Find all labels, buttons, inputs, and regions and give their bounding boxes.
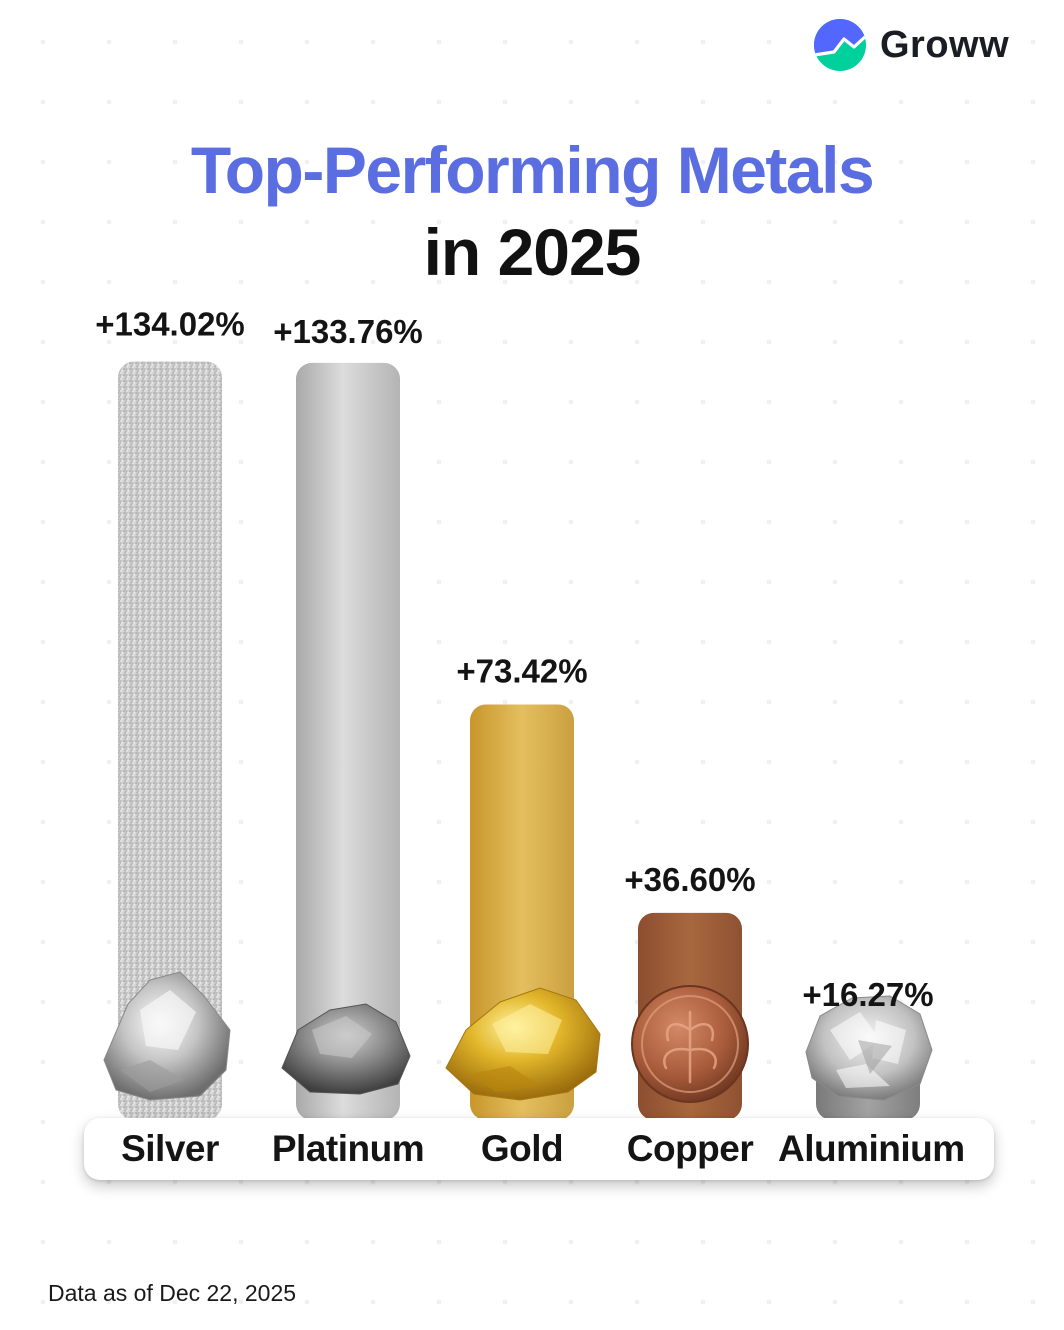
copper-coin-icon (631, 985, 749, 1103)
category-label-silver: Silver (121, 1128, 219, 1169)
brand-logo: Groww (814, 18, 1009, 72)
value-label-aluminium: +16.27% (802, 976, 933, 1013)
gold-nugget-icon (445, 987, 601, 1101)
category-label-copper: Copper (626, 1128, 754, 1169)
bar-platinum (296, 362, 400, 1120)
value-label-copper: +36.60% (624, 861, 755, 898)
category-label-gold: Gold (480, 1128, 564, 1169)
category-label-platinum: Platinum (271, 1128, 425, 1169)
value-label-platinum: +133.76% (273, 313, 423, 350)
value-label-silver: +134.02% (95, 305, 245, 342)
brand-name: Groww (880, 23, 1010, 66)
groww-logo-icon (814, 19, 866, 71)
silver-nugget-icon (103, 971, 231, 1101)
chart-title-line-1: Top-Performing Metals (190, 133, 875, 207)
category-label-aluminium: Aluminium (778, 1128, 965, 1169)
value-label-gold: +73.42% (456, 652, 587, 689)
aluminium-foil-icon (805, 995, 933, 1101)
bar-silver (118, 361, 222, 1121)
data-date-footnote: Data as of Dec 22, 2025 (48, 1280, 297, 1306)
category-label-strip (84, 1118, 994, 1180)
platinum-nugget-icon (281, 1003, 411, 1095)
chart-title-line-2: in 2025 (423, 215, 642, 289)
